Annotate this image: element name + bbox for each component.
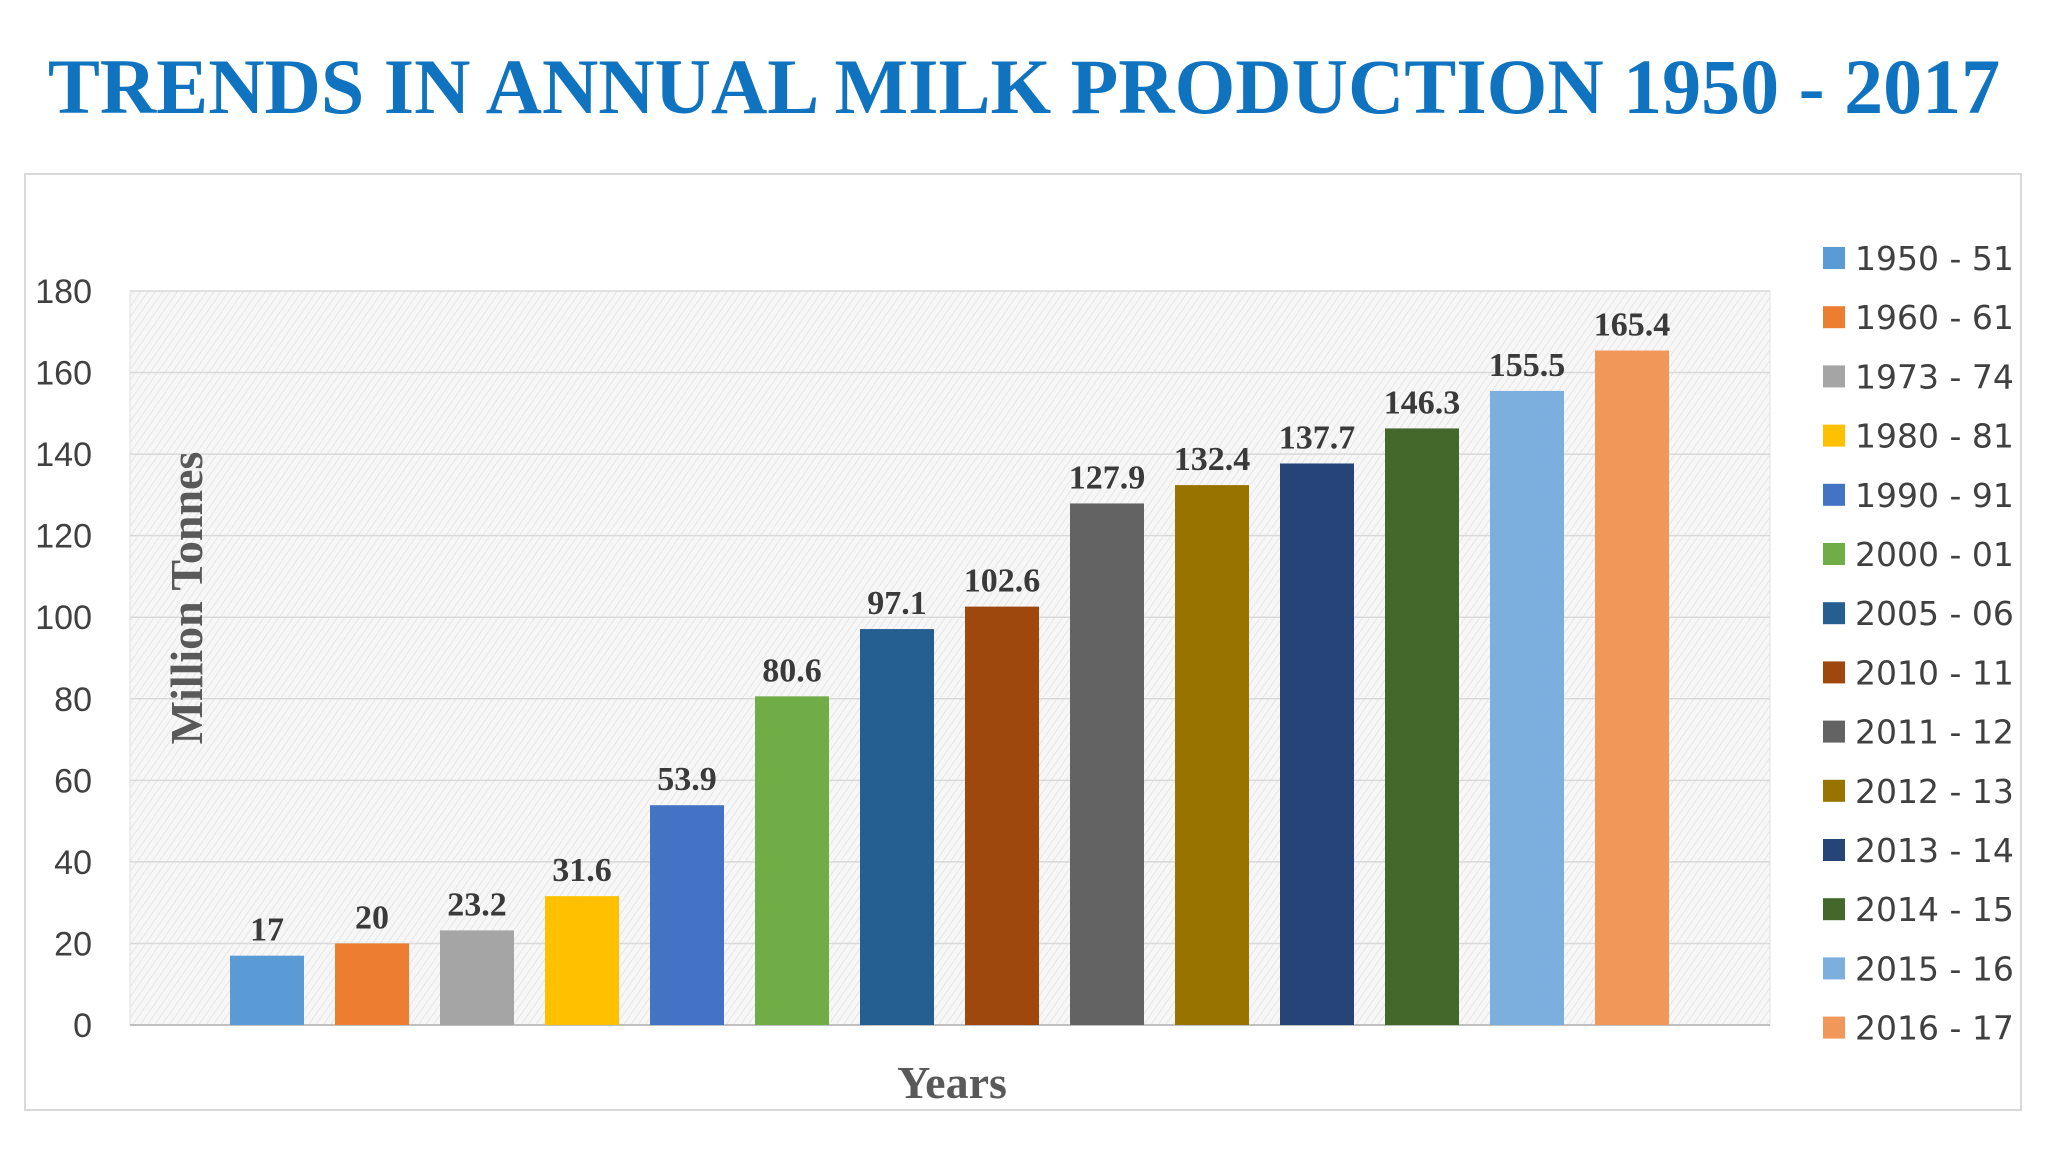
legend-label: 1960 - 61 (1855, 298, 2014, 337)
bar-1990-91 (650, 805, 724, 1025)
bar-2010-11 (965, 606, 1039, 1025)
legend-label: 2013 - 14 (1855, 831, 2014, 870)
legend: 1950 - 51 1960 - 61 1973 - 74 1980 - 81 1990… (1823, 239, 2014, 1048)
legend-label: 1990 - 91 (1855, 476, 2014, 515)
y-tick-label: 0 (73, 1007, 92, 1045)
data-label: 20 (355, 899, 389, 936)
data-label: 137.7 (1279, 419, 1356, 456)
y-tick-label: 60 (54, 762, 92, 800)
legend-swatch (1823, 898, 1845, 921)
bar-2011-12 (1070, 503, 1144, 1025)
legend-swatch (1823, 839, 1845, 861)
bars (230, 350, 1669, 1026)
legend-swatch (1823, 247, 1845, 269)
legend-label: 2011 - 12 (1855, 713, 2014, 752)
bar-2000-01 (755, 696, 829, 1025)
y-tick-label: 120 (35, 518, 92, 556)
bar-2005-06 (860, 629, 934, 1025)
legend-swatch (1823, 543, 1845, 565)
bar-2015-16 (1490, 390, 1564, 1026)
bar-1973-74 (440, 930, 514, 1025)
legend-swatch (1823, 306, 1845, 329)
bar-1950-51 (230, 955, 304, 1025)
legend-swatch (1823, 720, 1845, 743)
bar-2014-15 (1385, 428, 1459, 1025)
y-axis-ticks: 0 20 40 60 80 100 120 140 160 180 (35, 273, 92, 1045)
legend-swatch (1823, 483, 1845, 506)
data-label: 165.4 (1594, 307, 1671, 344)
bar-2012-13 (1175, 485, 1249, 1025)
data-label: 23.2 (447, 886, 507, 923)
bar-1960-61 (335, 943, 409, 1025)
legend-label: 2016 - 17 (1855, 1009, 2014, 1048)
data-label: 146.3 (1384, 384, 1461, 421)
data-label: 97.1 (867, 585, 927, 622)
y-tick-label: 100 (35, 599, 92, 637)
y-tick-label: 160 (35, 355, 92, 393)
data-label: 17 (250, 912, 284, 949)
y-tick-label: 80 (54, 681, 92, 719)
data-label: 127.9 (1069, 459, 1146, 496)
legend-label: 1950 - 51 (1855, 239, 2014, 278)
data-label: 53.9 (657, 761, 717, 798)
page-title: TRENDS IN ANNUAL MILK PRODUCTION 1950 - … (47, 43, 2001, 130)
data-labels: 17 20 23.2 31.6 53.9 80.6 97.1 102.6 127.9 132.4 1… (250, 307, 1670, 949)
legend-label: 2014 - 15 (1855, 890, 2014, 929)
legend-label: 1980 - 81 (1855, 417, 2014, 456)
data-label: 31.6 (552, 852, 612, 889)
y-tick-label: 140 (35, 436, 92, 474)
data-label: 102.6 (964, 563, 1041, 600)
legend-label: 2012 - 13 (1855, 772, 2014, 811)
legend-swatch (1823, 424, 1845, 447)
data-label: 132.4 (1174, 441, 1251, 478)
legend-swatch (1823, 1016, 1845, 1039)
bar-1980-81 (545, 896, 619, 1025)
legend-label: 1973 - 74 (1855, 357, 2014, 396)
legend-swatch (1823, 661, 1845, 684)
data-label: 80.6 (762, 652, 822, 689)
y-tick-label: 20 (54, 925, 92, 963)
legend-label: 2015 - 16 (1855, 949, 2014, 988)
x-axis-label: Years (897, 1057, 1007, 1108)
y-tick-label: 40 (54, 844, 92, 882)
legend-label: 2005 - 06 (1855, 594, 2014, 633)
legend-label: 2010 - 11 (1855, 653, 2014, 692)
y-tick-label: 180 (35, 273, 92, 311)
bar-2013-14 (1280, 463, 1354, 1025)
data-label: 155.5 (1489, 347, 1566, 384)
legend-label: 2000 - 01 (1855, 535, 2014, 574)
legend-swatch (1823, 957, 1845, 980)
legend-swatch (1823, 602, 1845, 625)
bar-2016-17 (1595, 350, 1669, 1026)
legend-swatch (1823, 365, 1845, 388)
legend-swatch (1823, 779, 1845, 802)
y-axis-label: Million Tonnes (161, 452, 212, 745)
